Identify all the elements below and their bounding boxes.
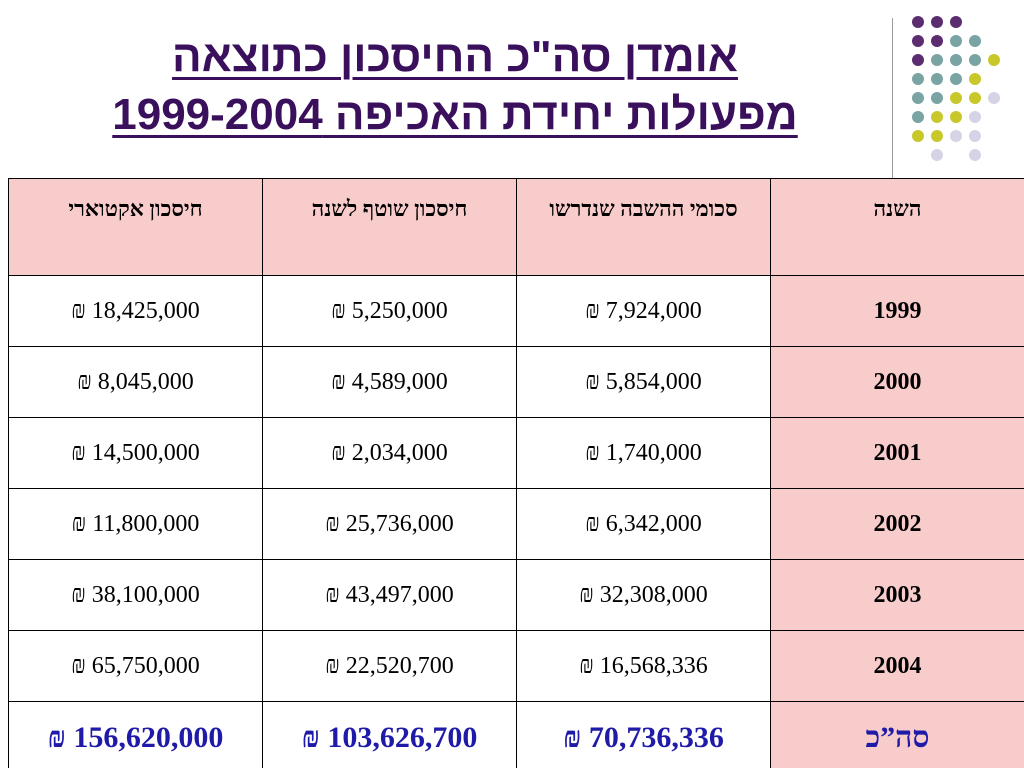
row-current-savings: 25,736,000 ₪ bbox=[262, 488, 517, 560]
table-row: 2004 16,568,336 ₪ 22,520,700 ₪ 65,750,00… bbox=[8, 630, 1024, 702]
row-year: 1999 bbox=[770, 275, 1024, 347]
total-label: סה”כ bbox=[770, 701, 1024, 768]
row-year: 2003 bbox=[770, 559, 1024, 631]
table-row: 1999 7,924,000 ₪ 5,250,000 ₪ 18,425,000 … bbox=[8, 275, 1024, 347]
row-actuarial-savings: 38,100,000 ₪ bbox=[8, 559, 263, 631]
title-divider bbox=[892, 18, 893, 178]
decorative-dots bbox=[912, 16, 1000, 161]
table-header-row: השנה סכומי ההשבה שנדרשו חיסכון שוטף לשנה… bbox=[8, 178, 1024, 276]
row-refund: 32,308,000 ₪ bbox=[516, 559, 771, 631]
header-current-savings: חיסכון שוטף לשנה bbox=[262, 178, 517, 276]
row-current-savings: 4,589,000 ₪ bbox=[262, 346, 517, 418]
row-actuarial-savings: 8,045,000 ₪ bbox=[8, 346, 263, 418]
row-year: 2004 bbox=[770, 630, 1024, 702]
header-refund: סכומי ההשבה שנדרשו bbox=[516, 178, 771, 276]
table-row: 2001 1,740,000 ₪ 2,034,000 ₪ 14,500,000 … bbox=[8, 417, 1024, 489]
title-line-1: אומדן סה"כ החיסכון כתוצאה bbox=[172, 32, 738, 81]
title-line-2: מפעולות יחידת האכיפה 1999-2004 bbox=[112, 90, 798, 139]
table-row: 2002 6,342,000 ₪ 25,736,000 ₪ 11,800,000… bbox=[8, 488, 1024, 560]
row-year: 2002 bbox=[770, 488, 1024, 560]
row-actuarial-savings: 11,800,000 ₪ bbox=[8, 488, 263, 560]
row-current-savings: 5,250,000 ₪ bbox=[262, 275, 517, 347]
table-total-row: סה”כ 70,736,336 ₪ 103,626,700 ₪ 156,620,… bbox=[8, 701, 1024, 768]
row-current-savings: 43,497,000 ₪ bbox=[262, 559, 517, 631]
row-actuarial-savings: 65,750,000 ₪ bbox=[8, 630, 263, 702]
header-actuarial-savings: חיסכון אקטוארי bbox=[8, 178, 263, 276]
table-row: 2003 32,308,000 ₪ 43,497,000 ₪ 38,100,00… bbox=[8, 559, 1024, 631]
row-year: 2001 bbox=[770, 417, 1024, 489]
row-refund: 1,740,000 ₪ bbox=[516, 417, 771, 489]
row-refund: 5,854,000 ₪ bbox=[516, 346, 771, 418]
row-refund: 16,568,336 ₪ bbox=[516, 630, 771, 702]
row-year: 2000 bbox=[770, 346, 1024, 418]
row-refund: 7,924,000 ₪ bbox=[516, 275, 771, 347]
total-refund: 70,736,336 ₪ bbox=[516, 701, 771, 768]
row-actuarial-savings: 18,425,000 ₪ bbox=[8, 275, 263, 347]
row-current-savings: 2,034,000 ₪ bbox=[262, 417, 517, 489]
header-year: השנה bbox=[770, 178, 1024, 276]
total-current-savings: 103,626,700 ₪ bbox=[262, 701, 517, 768]
savings-table-container: השנה סכומי ההשבה שנדרשו חיסכון שוטף לשנה… bbox=[8, 178, 1024, 768]
table-row: 2000 5,854,000 ₪ 4,589,000 ₪ 8,045,000 ₪ bbox=[8, 346, 1024, 418]
total-actuarial-savings: 156,620,000 ₪ bbox=[8, 701, 263, 768]
row-refund: 6,342,000 ₪ bbox=[516, 488, 771, 560]
savings-table: השנה סכומי ההשבה שנדרשו חיסכון שוטף לשנה… bbox=[8, 178, 1024, 768]
slide-title: אומדן סה"כ החיסכון כתוצאה מפעולות יחידת … bbox=[30, 28, 880, 144]
row-current-savings: 22,520,700 ₪ bbox=[262, 630, 517, 702]
row-actuarial-savings: 14,500,000 ₪ bbox=[8, 417, 263, 489]
